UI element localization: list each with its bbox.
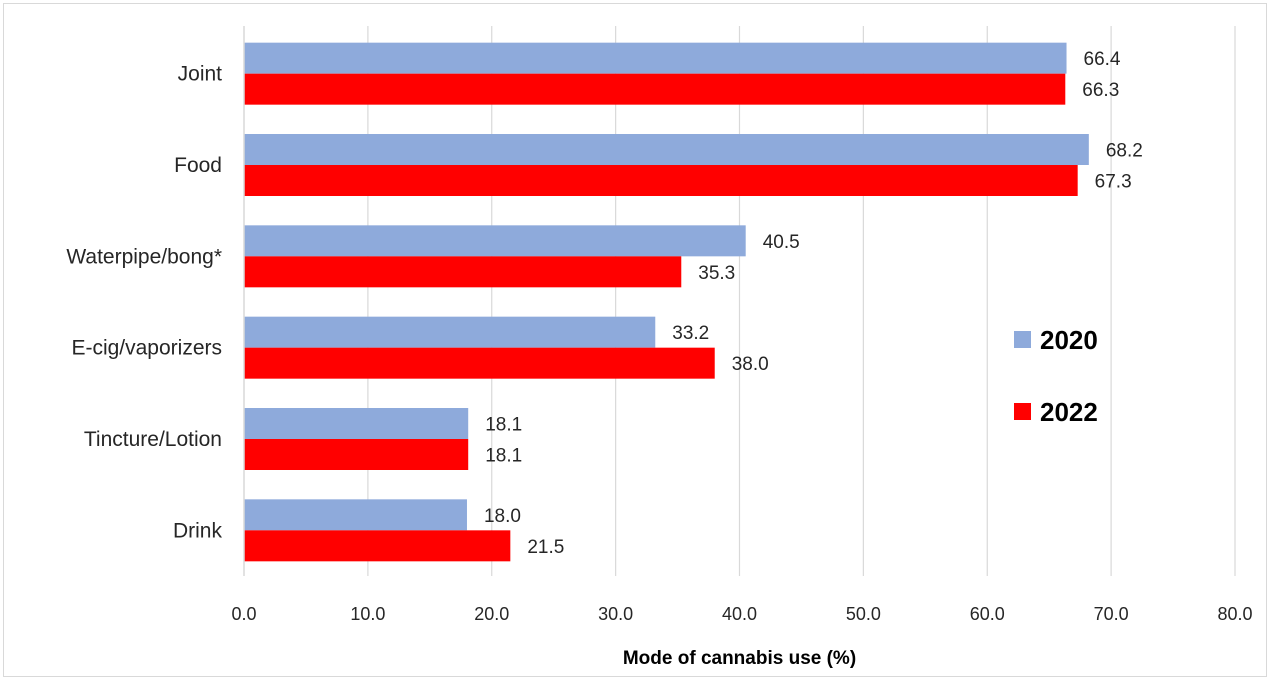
bar-2020-joint (244, 42, 1067, 74)
bar-2022-drink (244, 530, 511, 562)
bar-2022-food (244, 165, 1078, 196)
data-label: 66.4 (1084, 49, 1121, 70)
category-label: Joint (178, 63, 223, 86)
bar-2022-joint (244, 73, 1066, 105)
category-label: Drink (173, 519, 223, 542)
x-tick-label: 30.0 (598, 604, 633, 624)
bar-2022-tincture-lotion (244, 439, 469, 470)
bar-2020-drink (244, 499, 467, 531)
bar-2020-tincture-lotion (244, 408, 469, 439)
data-label: 40.5 (763, 232, 800, 253)
data-label: 66.3 (1082, 80, 1119, 101)
category-labels: Joint Food Waterpipe/bong* E-cig/vaporizers… (66, 63, 222, 543)
x-axis-title: Mode of cannabis use (%) (623, 648, 856, 669)
category-label: Food (174, 154, 222, 177)
category-label: E-cig/vaporizers (71, 337, 222, 360)
legend-swatch-2022 (1014, 403, 1031, 420)
data-label: 35.3 (698, 263, 735, 284)
chart-frame: 66.4 66.3 68.2 67.3 40.5 35.3 33.2 38.0 18.1 18.1… (3, 3, 1267, 677)
bar-2020-food (244, 134, 1089, 165)
legend-label-2022: 2022 (1040, 397, 1098, 427)
data-label: 18.0 (484, 506, 521, 527)
legend: 2020 2022 (1014, 325, 1098, 427)
data-label: 21.5 (527, 537, 564, 558)
category-label: Waterpipe/bong* (66, 245, 222, 268)
bars (244, 42, 1089, 562)
x-tick-label: 40.0 (722, 604, 757, 624)
bar-2020-e-cig-vaporizers (244, 316, 656, 348)
category-label: Tincture/Lotion (84, 428, 222, 451)
x-tick-label: 20.0 (474, 604, 509, 624)
data-labels: 66.4 66.3 68.2 67.3 40.5 35.3 33.2 38.0 18.1 18.1… (484, 49, 1143, 558)
data-label: 18.1 (485, 415, 522, 436)
bar-chart: 66.4 66.3 68.2 67.3 40.5 35.3 33.2 38.0 18.1 18.1… (66, 26, 1253, 669)
data-label: 68.2 (1106, 141, 1143, 162)
x-tick-label: 70.0 (1094, 604, 1129, 624)
x-tick-label: 60.0 (970, 604, 1005, 624)
gridlines (367, 26, 1236, 576)
x-tick-label: 80.0 (1217, 604, 1252, 624)
x-tick-label: 10.0 (350, 604, 385, 624)
bar-2022-waterpipe-bong (244, 256, 682, 288)
data-label: 67.3 (1095, 172, 1132, 193)
bar-2020-waterpipe-bong (244, 225, 746, 257)
x-tick-label: 50.0 (846, 604, 881, 624)
x-tick-label: 0.0 (231, 604, 256, 624)
bar-2022-e-cig-vaporizers (244, 347, 715, 379)
legend-label-2020: 2020 (1040, 325, 1098, 355)
data-label: 18.1 (485, 446, 522, 467)
data-label: 38.0 (732, 354, 769, 375)
data-label: 33.2 (672, 323, 709, 344)
legend-swatch-2020 (1014, 331, 1031, 348)
x-tick-labels: 0.0 10.0 20.0 30.0 40.0 50.0 60.0 70.0 80.0 (231, 604, 1252, 624)
